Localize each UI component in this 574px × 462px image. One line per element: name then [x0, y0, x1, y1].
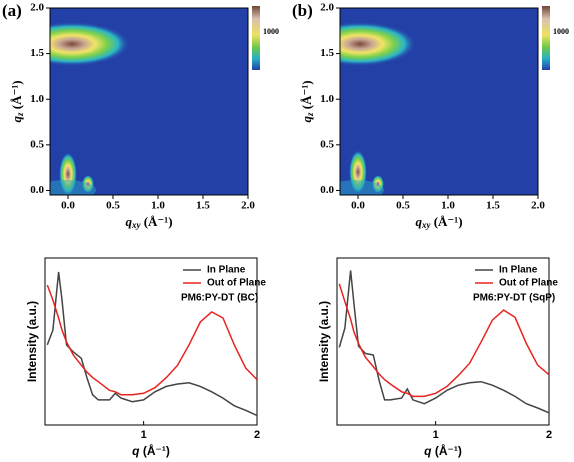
x-axis-label: qxy (Å⁻¹) [125, 214, 172, 230]
y-axis-label: qz (Å⁻¹) [9, 80, 25, 122]
annotation: PM6:PY-DT (SqP) [473, 293, 555, 304]
x-axis-label-unit: (Å⁻¹) [143, 443, 170, 458]
x-axis-label: q (Å⁻¹) [132, 443, 170, 458]
x-tick-label: 1.0 [441, 200, 455, 212]
x-tick-label: 2.0 [241, 200, 255, 212]
data-line [46, 284, 258, 396]
y-tick-label: 0.0 [30, 184, 44, 196]
x-axis-label-unit: (Å⁻¹) [144, 214, 173, 229]
plot-frame [49, 7, 249, 196]
y-tick-label: 0.0 [320, 184, 334, 196]
y-tick-label: 2.0 [30, 2, 44, 14]
x-axis-label-unit: (Å⁻¹) [434, 214, 463, 229]
data-line [338, 283, 550, 398]
y-tick-label: 1.0 [320, 93, 334, 105]
x-axis-label-sub: xy [421, 220, 432, 230]
panel-label: (b) [292, 1, 313, 20]
y-tick-label: 0.5 [320, 138, 334, 150]
y-tick-label: 2.0 [320, 2, 334, 14]
x-axis-label-symbol: q [125, 214, 132, 229]
y-axis-label-symbol: q [299, 116, 314, 123]
x-tick-label: 1.0 [151, 200, 165, 212]
x-axis-label-symbol: q [132, 444, 140, 458]
plot-frame [339, 7, 539, 196]
y-tick-label: 0.5 [30, 138, 44, 150]
x-axis-label-symbol: q [424, 444, 432, 458]
x-tick-label: 2 [546, 429, 552, 441]
y-tick-label: 1.0 [30, 93, 44, 105]
colorbar [252, 6, 260, 70]
legend-label: Out of Plane [499, 278, 558, 289]
y-tick-label: 1.5 [30, 47, 44, 59]
x-tick-label: 0.5 [106, 200, 120, 212]
x-tick-label: 0.0 [61, 200, 75, 212]
x-tick-label: 2.0 [531, 200, 545, 212]
data-line [338, 270, 550, 414]
x-tick-label: 0.0 [351, 200, 365, 212]
colorbar-label: 1000 [553, 27, 569, 36]
data-line [46, 271, 258, 417]
legend-label: In Plane [207, 265, 246, 276]
y-axis-label-sub: z [305, 112, 315, 117]
y-axis-label: Intensity (a.u.) [25, 301, 39, 382]
heatmap-image [50, 8, 248, 195]
legend-label: In Plane [499, 265, 538, 276]
colorbar [542, 6, 550, 70]
plot-frame [336, 257, 550, 426]
x-tick-label: 1 [433, 429, 439, 441]
panel-label: (a) [2, 1, 22, 20]
y-axis-label-sub: z [15, 112, 25, 117]
y-axis-label-unit: (Å⁻¹) [9, 80, 24, 109]
x-tick-label: 1 [141, 429, 147, 441]
x-axis-label-unit: (Å⁻¹) [435, 443, 462, 458]
legend-label: Out of Plane [207, 278, 266, 289]
x-tick-label: 1.5 [486, 200, 500, 212]
y-axis-label: Intensity (a.u.) [317, 301, 331, 382]
x-tick-label: 1.5 [196, 200, 210, 212]
y-axis-label-symbol: q [9, 116, 24, 123]
y-tick-label: 1.5 [320, 47, 334, 59]
heatmap-image [340, 8, 538, 195]
y-axis-label: qz (Å⁻¹) [299, 80, 315, 122]
y-axis-label-unit: (Å⁻¹) [299, 80, 314, 109]
annotation: PM6:PY-DT (BC) [181, 293, 258, 304]
x-tick-label: 2 [254, 429, 260, 441]
x-tick-label: 0.5 [396, 200, 410, 212]
x-axis-label: q (Å⁻¹) [424, 443, 462, 458]
colorbar-label: 1000 [263, 27, 279, 36]
x-axis-label-symbol: q [415, 214, 422, 229]
x-axis-label-sub: xy [131, 220, 142, 230]
plot-frame [44, 257, 258, 426]
x-axis-label: qxy (Å⁻¹) [415, 214, 462, 230]
